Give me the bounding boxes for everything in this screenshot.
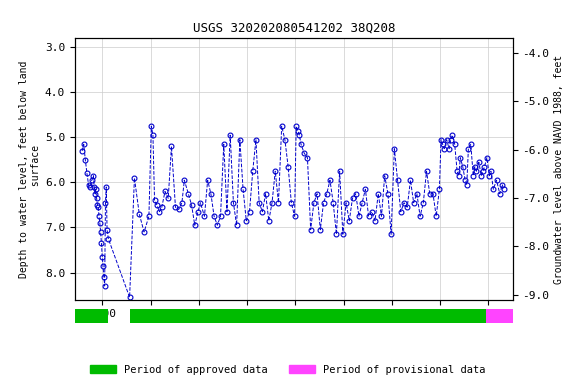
Bar: [75, 309, 108, 323]
Bar: [486, 309, 513, 323]
Legend: Period of approved data, Period of provisional data: Period of approved data, Period of provi…: [86, 361, 490, 379]
Y-axis label: Depth to water level, feet below land
 surface: Depth to water level, feet below land su…: [19, 60, 41, 278]
Y-axis label: Groundwater level above NAVD 1988, feet: Groundwater level above NAVD 1988, feet: [554, 55, 563, 283]
Title: USGS 320202080541202 38Q208: USGS 320202080541202 38Q208: [192, 22, 395, 35]
Bar: [130, 309, 486, 323]
